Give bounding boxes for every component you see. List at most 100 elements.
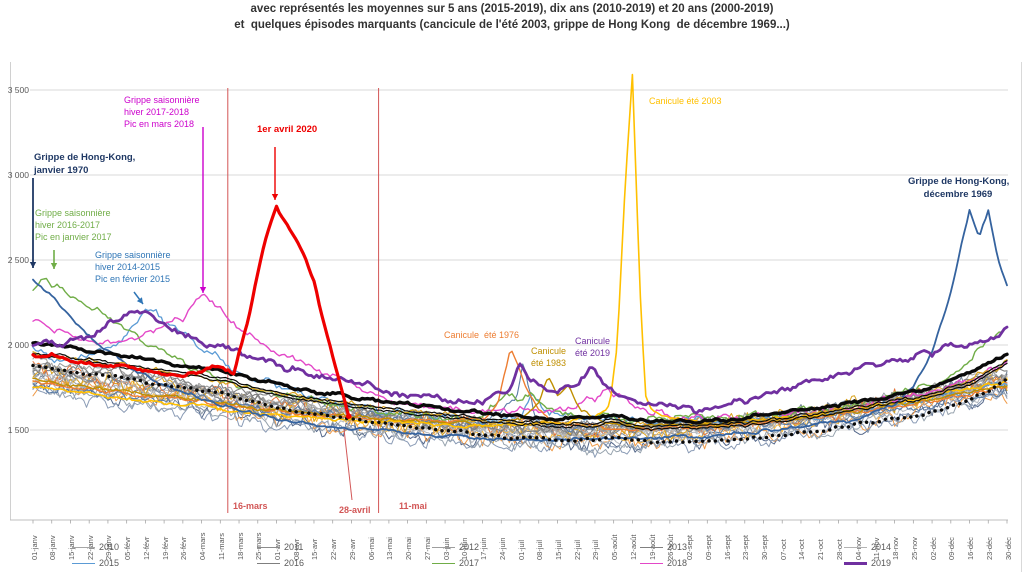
series-fond-8 — [32, 365, 1008, 437]
annotation-pic-1er-avril-2020: 1er avril 2020 — [257, 124, 318, 135]
x-tick-label: 14-oct — [797, 539, 807, 560]
series-1976 — [32, 350, 1008, 432]
x-tick-label: 23-sept — [741, 534, 751, 560]
legend-swatch-2011 — [257, 546, 280, 548]
x-tick-label: 19-févr — [160, 536, 170, 560]
y-tick-label: 2 500 — [7, 255, 29, 265]
legend-swatch-2018 — [640, 562, 663, 564]
y-tick-label: 2 000 — [7, 340, 29, 350]
legend-item-2017: 2017 — [432, 558, 479, 568]
x-tick-label: 17-juin — [479, 537, 489, 560]
legend-swatch-2015 — [72, 562, 95, 564]
legend-swatch-2017 — [432, 562, 455, 564]
y-tick-label: 3 500 — [7, 85, 29, 95]
annotation-canicule-1983: Canicule été 1983 — [531, 346, 567, 368]
x-tick-label: 09-sept — [703, 534, 713, 560]
x-tick-label: 25-nov — [909, 537, 919, 560]
x-tick-label: 06-mai — [366, 537, 376, 560]
x-tick-label: 07-oct — [778, 539, 788, 560]
legend-item-2012: 2012 — [432, 542, 479, 552]
fleche-1er-avril-head — [271, 194, 279, 200]
legend-label-2012: 2012 — [459, 542, 480, 552]
series-moyenne 10 ans (2010-2019)-bis — [32, 355, 1008, 432]
x-tick-label: 26-févr — [179, 536, 189, 560]
x-tick-label: 08-juil — [535, 539, 545, 560]
legend-item-2014: 2014 — [844, 542, 891, 552]
x-tick-label: 29-avr — [347, 538, 357, 560]
x-tick-label: 11-mars — [216, 533, 226, 560]
legend-swatch-2014 — [844, 546, 867, 548]
x-tick-label: 09-déc — [947, 537, 957, 560]
legend-item-2011: 2011 — [257, 542, 303, 552]
chart-title-line2: et quelques épisodes marquants (cancicul… — [234, 18, 790, 31]
legend-item-2010: 2010 — [72, 542, 119, 552]
legend-swatch-2012 — [432, 546, 455, 548]
annotation-grippe-hk-1969: Grippe de Hong-Kong, décembre 1969 — [908, 176, 1010, 200]
legend-label-2010: 2010 — [99, 542, 120, 552]
x-tick-label: 18-nov — [891, 537, 901, 560]
annotation-grippe-2017-2018: Grippe saisonnière hiver 2017-2018 Pic e… — [124, 95, 200, 129]
annotation-date-16-mars: 16-mars — [233, 501, 268, 511]
x-tick-label: 01-janv — [29, 535, 39, 560]
x-tick-label: 22-avr — [329, 538, 339, 560]
x-tick-label: 28-oct — [834, 539, 844, 560]
annotation-date-11-mai: 11-mai — [399, 501, 428, 511]
x-tick-label: 16-sept — [722, 534, 732, 560]
legend-swatch-2019 — [844, 561, 867, 565]
x-tick-label: 21-oct — [816, 539, 826, 560]
x-tick-label: 01-juil — [516, 539, 526, 560]
series-moyenne 5 ans (2015-2019) — [31, 340, 1009, 425]
y-tick-label: 1 500 — [7, 425, 29, 435]
x-tick-label: 16-déc — [966, 537, 976, 560]
series-1969-1970 — [32, 209, 1008, 442]
x-tick-label: 04-mars — [198, 532, 208, 560]
legend-item-2019: 2019 — [844, 558, 891, 568]
x-tick-label: 27-mai — [422, 537, 432, 560]
fleche-2014-2015-head — [136, 297, 143, 304]
x-tick-label: 18-mars — [235, 532, 245, 560]
legend-label-2017: 2017 — [459, 558, 480, 568]
chart-title-line1: avec représentés les moyennes sur 5 ans … — [250, 3, 774, 15]
x-tick-label: 12-août — [628, 534, 638, 560]
legend-label-2016: 2016 — [284, 558, 305, 568]
legend-item-2015: 2015 — [72, 558, 119, 568]
annotation-grippe-2016-2017: Grippe saisonnière hiver 2016-2017 Pic e… — [35, 208, 112, 242]
annotation-date-28-avril: 28-avril — [339, 505, 371, 515]
legend-label-2013: 2013 — [667, 542, 688, 552]
annotation-canicule-2003: Canicule été 2003 — [649, 96, 722, 106]
series-2017 — [32, 277, 1008, 424]
legend-item-2013: 2013 — [640, 542, 687, 552]
x-tick-label: 15-juil — [553, 539, 563, 560]
fleche-mars-2018-head — [199, 287, 207, 293]
series-group — [31, 73, 1009, 458]
legend-label-2014: 2014 — [871, 542, 892, 552]
x-tick-label: 12-févr — [141, 536, 151, 560]
x-tick-label: 24-juin — [497, 537, 507, 560]
fleche-hk-1970-head — [29, 262, 37, 268]
legend-label-2011: 2011 — [284, 542, 304, 552]
legend-swatch-2016 — [257, 562, 280, 564]
legend-label-2019: 2019 — [871, 558, 892, 568]
annotation-grippe-2014-2015: Grippe saisonnière hiver 2014-2015 Pic e… — [95, 250, 171, 284]
x-tick-label: 08-janv — [48, 535, 58, 560]
x-tick-label: 30-déc — [1003, 537, 1013, 560]
y-tick-label: 3 000 — [7, 170, 29, 180]
series-2020-end-marker — [345, 413, 352, 420]
annotation-canicule-1976: Canicule été 1976 — [444, 330, 520, 340]
series-2020 — [31, 204, 351, 418]
x-tick-label: 29-juil — [591, 539, 601, 560]
x-tick-label: 30-sept — [760, 534, 769, 560]
x-tick-label: 23-déc — [984, 537, 994, 560]
legend-item-2016: 2016 — [257, 558, 304, 568]
x-tick-label: 05-août — [610, 534, 620, 560]
annotation-grippe-hk-1970: Grippe de Hong-Kong, janvier 1970 — [34, 152, 136, 176]
x-tick-label: 15-avr — [310, 538, 320, 560]
series-2019 — [31, 309, 1009, 415]
legend-swatch-2010 — [72, 546, 95, 548]
x-tick-label: 22-juil — [572, 539, 582, 560]
legend-label-2015: 2015 — [99, 558, 120, 568]
legend-swatch-2013 — [640, 546, 663, 548]
legend-label-2018: 2018 — [667, 558, 688, 568]
x-tick-label: 13-mai — [385, 537, 395, 560]
